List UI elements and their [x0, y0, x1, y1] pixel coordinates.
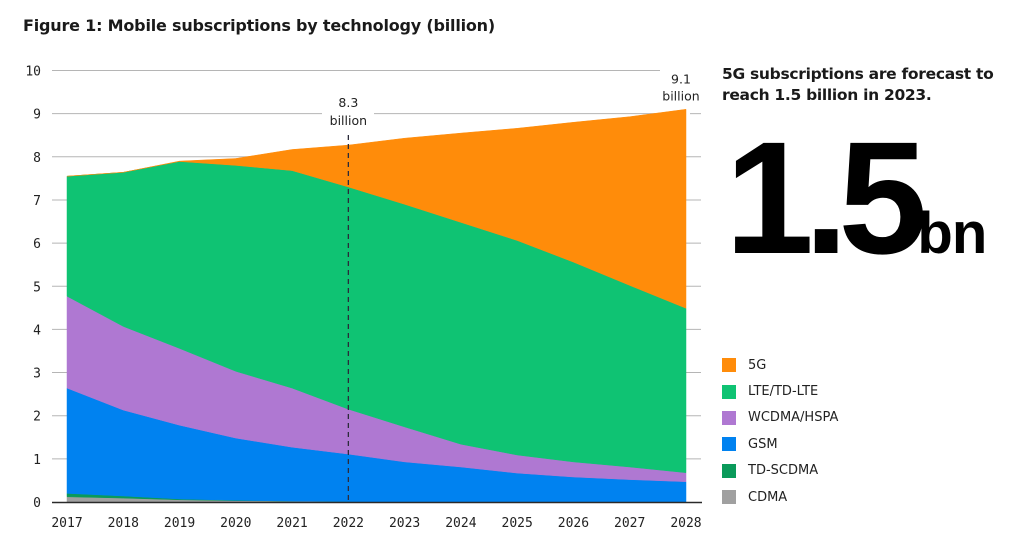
legend-swatch — [722, 463, 736, 478]
annotation-unit: billion — [330, 113, 367, 128]
legend-swatch — [722, 384, 736, 399]
callout-big-number: 1.5bn — [725, 118, 987, 278]
legend-label: 5G — [748, 357, 767, 373]
legend-label: LTE/TD-LTE — [748, 384, 819, 400]
y-tick-label: 0 — [33, 496, 41, 511]
x-tick-label: 2018 — [108, 516, 139, 531]
y-tick-label: 7 — [33, 194, 41, 209]
legend-swatch — [722, 490, 736, 505]
annotations: 8.3 billion 9.1 billion — [330, 71, 700, 502]
area-5g — [66, 109, 687, 309]
legend: 5G LTE/TD-LTE WCDMA/HSPA GSM TD-SCDMA CD… — [722, 352, 838, 510]
legend-label: WCDMA/HSPA — [748, 410, 839, 426]
y-tick-label: 4 — [33, 323, 41, 338]
x-tick-label: 2017 — [51, 516, 82, 531]
y-tick-label: 6 — [33, 237, 41, 252]
annotation-value: 8.3 — [338, 95, 358, 110]
stacked-area-chart: 0 1 2 3 4 5 6 7 8 9 10 2017 2018 2019 2020 2021 2022 2023… — [25, 65, 702, 531]
chart-title: Figure 1: Mobile subscriptions by techno… — [23, 16, 495, 35]
legend-swatch — [722, 358, 736, 373]
x-tick-label: 2027 — [614, 516, 645, 531]
annotation-value: 9.1 — [671, 71, 691, 86]
annotation-unit: billion — [662, 88, 699, 103]
legend-item-gsm: GSM — [722, 431, 838, 457]
legend-item-5g: 5G — [722, 352, 838, 378]
x-tick-label: 2028 — [670, 516, 701, 531]
y-tick-label: 1 — [33, 453, 41, 468]
callout-headline: 5G subscriptions are forecast to reach 1… — [722, 65, 994, 104]
x-tick-label: 2026 — [558, 516, 589, 531]
y-tick-label: 2 — [33, 410, 41, 425]
x-tick-label: 2024 — [445, 516, 476, 531]
legend-label: TD-SCDMA — [748, 463, 819, 479]
area-series — [66, 109, 687, 503]
legend-item-cdma: CDMA — [722, 484, 838, 510]
big-number-unit: bn — [917, 201, 987, 266]
y-tick-label: 8 — [33, 151, 41, 166]
x-tick-label: 2019 — [164, 516, 195, 531]
y-tick-label: 5 — [33, 280, 41, 295]
x-tick-label: 2025 — [502, 516, 533, 531]
y-tick-label: 10 — [25, 65, 41, 80]
axes: 0 1 2 3 4 5 6 7 8 9 10 2017 2018 2019 2020 2021 2022 2023… — [25, 65, 702, 531]
x-tick-label: 2022 — [333, 516, 364, 531]
y-tick-label: 3 — [33, 367, 41, 382]
legend-item-td-scdma: TD-SCDMA — [722, 458, 838, 484]
legend-item-wcdma: WCDMA/HSPA — [722, 405, 838, 431]
legend-label: GSM — [748, 436, 778, 452]
legend-item-lte: LTE/TD-LTE — [722, 378, 838, 404]
x-tick-label: 2023 — [389, 516, 420, 531]
x-tick-label: 2020 — [220, 516, 251, 531]
legend-swatch — [722, 410, 736, 425]
legend-swatch — [722, 437, 736, 452]
x-tick-label: 2021 — [276, 516, 307, 531]
y-tick-label: 9 — [33, 108, 41, 123]
big-number-value: 1.5 — [725, 108, 927, 287]
legend-label: CDMA — [748, 489, 788, 505]
